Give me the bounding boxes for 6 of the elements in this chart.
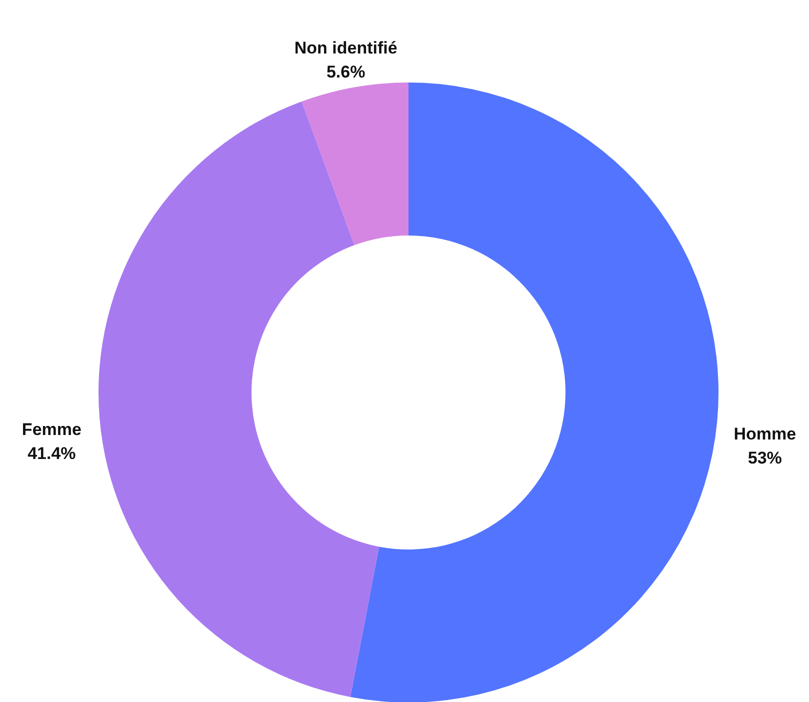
data-label: 5.6% bbox=[326, 62, 366, 82]
slice-label: Non identifié bbox=[294, 38, 398, 58]
slice-label: Homme bbox=[734, 424, 796, 444]
data-label: 53% bbox=[748, 448, 782, 468]
data-label: 41.4% bbox=[28, 444, 76, 464]
slice-label: Femme bbox=[22, 420, 82, 440]
